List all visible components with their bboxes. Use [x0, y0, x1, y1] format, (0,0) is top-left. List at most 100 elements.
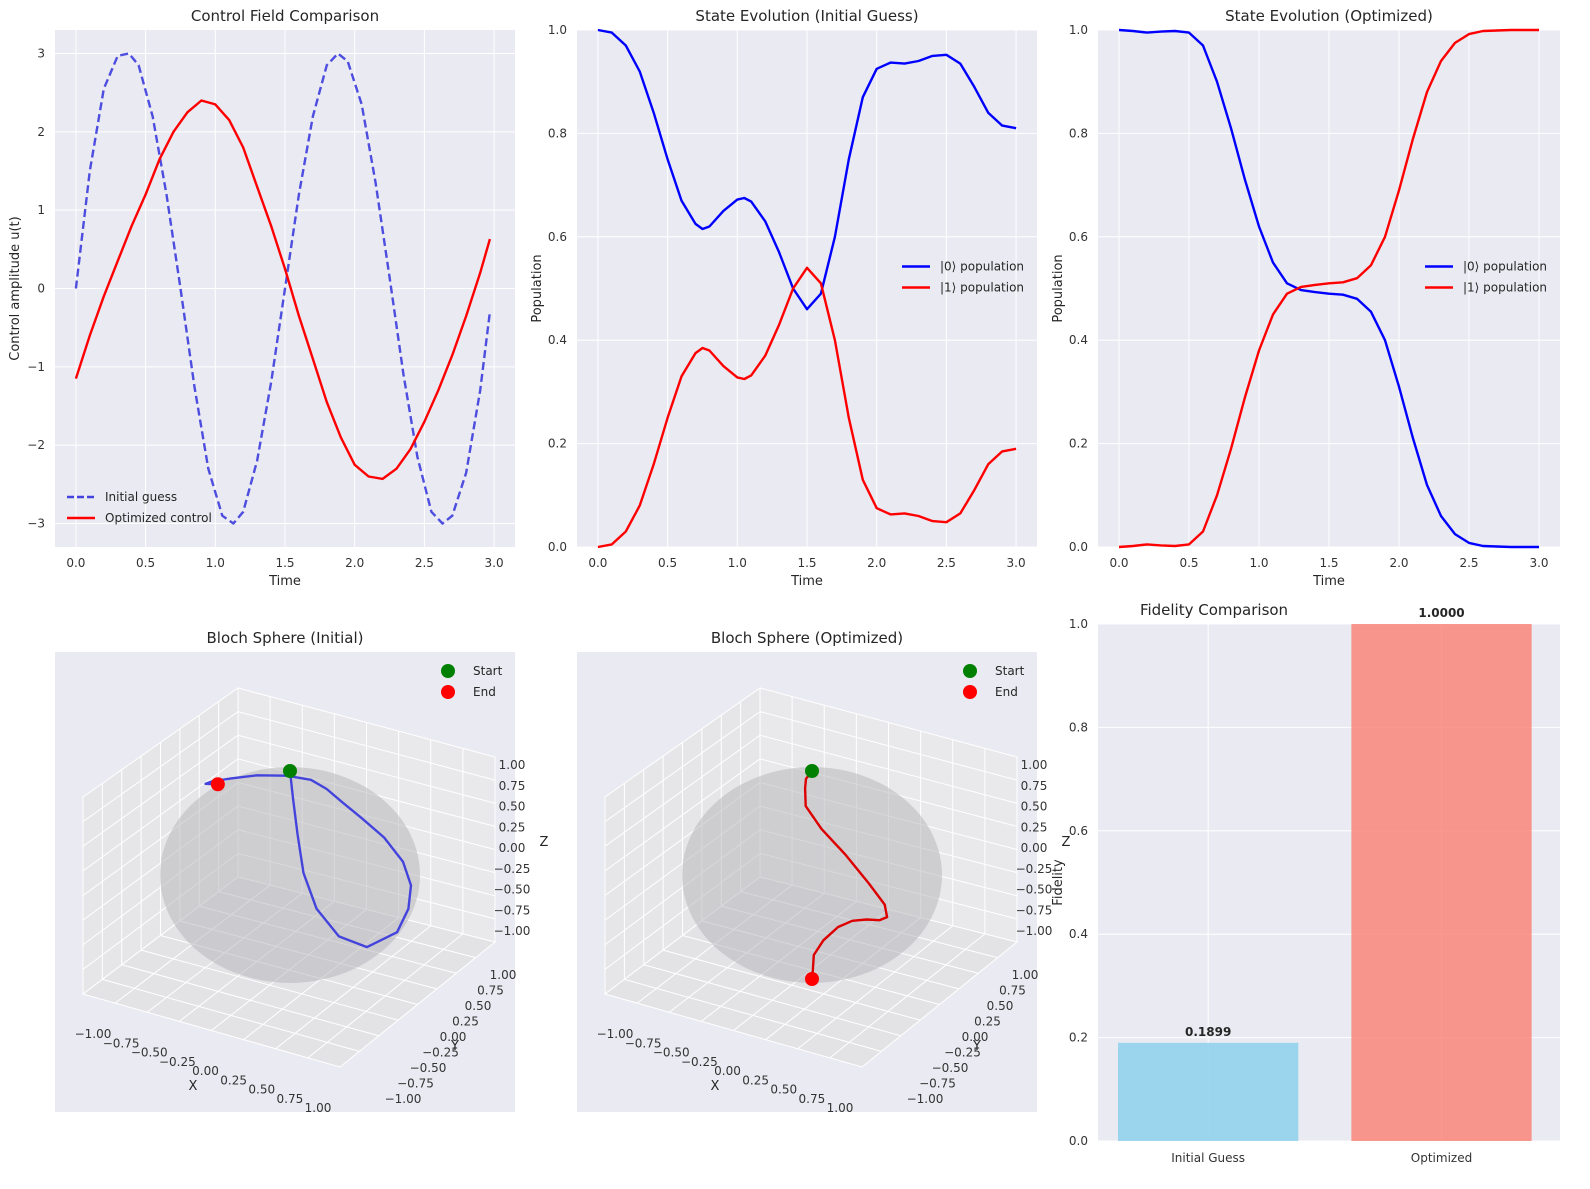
y-tick-label: 0.0: [548, 540, 567, 554]
legend-label-0: Start: [473, 664, 503, 678]
x-tick-label: 0.5: [136, 556, 155, 570]
fidelity-comparison-panel: 0.0 0.2 0.4 0.6 0.8 1.0 0.1899 Initial Guess 1.0…: [1051, 601, 1560, 1165]
x-tick-label: −0.50: [653, 1046, 690, 1060]
y-tick-label: −0.75: [919, 1077, 956, 1091]
chart-title: State Evolution (Initial Guess): [695, 7, 918, 25]
y-tick-label: 0.75: [477, 984, 504, 998]
z-tick-label: −0.25: [1016, 862, 1053, 876]
y-tick-label: −0.25: [944, 1046, 981, 1060]
legend-marker-1: [441, 685, 455, 699]
y-axis-label: Fidelity: [1051, 859, 1066, 906]
y-tick-label: 0.0: [1069, 540, 1088, 554]
pane-gridline: [797, 925, 954, 1050]
chart-title: Fidelity Comparison: [1140, 601, 1288, 619]
x-tick-label: −0.25: [681, 1055, 718, 1069]
x-tick-label: −1.00: [597, 1027, 634, 1041]
x-tick-label: 2.0: [1389, 556, 1408, 570]
y-tick-label: 1.00: [1012, 968, 1039, 982]
z-tick-label: 0.75: [499, 779, 526, 793]
pane-gridline: [829, 933, 986, 1059]
y-tick-label: 0.8: [1069, 720, 1088, 734]
y-axis-label: Population: [1051, 254, 1066, 322]
y-tick-label: 0.6: [1069, 230, 1088, 244]
x-axis-label: X: [189, 1079, 198, 1094]
x-tick-label: 0.0: [66, 556, 85, 570]
z-tick-label: 1.00: [499, 758, 526, 772]
chart-title: Bloch Sphere (Initial): [207, 629, 364, 647]
marker-end: [805, 972, 819, 986]
y-tick-label: 0.50: [987, 999, 1014, 1013]
legend: Start End: [963, 664, 1025, 699]
y-tick-label: 0.6: [548, 230, 567, 244]
y-tick-label: 0.75: [999, 984, 1026, 998]
y-tick-label: 1.0: [548, 23, 567, 37]
z-tick-label: 0.25: [1021, 820, 1048, 834]
z-tick-label: 0.00: [499, 841, 526, 855]
y-tick-label: −1.00: [385, 1092, 422, 1106]
y-tick-label: −0.50: [932, 1061, 969, 1075]
legend-label-0: Start: [995, 664, 1025, 678]
z-tick-label: 1.00: [1021, 758, 1048, 772]
x-axis-label: Time: [1312, 574, 1345, 589]
bar-value-label: 0.1899: [1185, 1025, 1231, 1039]
x-tick-label: 2.0: [345, 556, 364, 570]
y-tick-label: −0.50: [410, 1061, 447, 1075]
x-tick-label: 1.5: [1319, 556, 1338, 570]
z-tick-label: 0.50: [1021, 800, 1048, 814]
x-tick-label: −1.00: [75, 1027, 112, 1041]
z-tick-label: −0.75: [494, 903, 531, 917]
z-axis-label: Z: [540, 835, 549, 850]
y-tick-label: 0.6: [1069, 824, 1088, 838]
x-axis-label: Time: [268, 574, 301, 589]
y-tick-label: −1: [27, 360, 45, 374]
x-tick-label: Initial Guess: [1171, 1151, 1245, 1165]
state-evolution-initial-panel: 0.0 0.5 1.0 1.5 2.0 2.5 3.0 0.0 0.2 0.4 0.6 0.8 1.0 S…: [530, 7, 1037, 589]
z-tick-label: 0.75: [1021, 779, 1048, 793]
y-tick-label: 0.00: [962, 1030, 989, 1044]
x-tick-label: 0.00: [714, 1064, 741, 1078]
series-line-1: [74, 99, 492, 481]
y-tick-label: −0.75: [397, 1077, 434, 1091]
bar-value-label: 1.0000: [1418, 606, 1464, 620]
x-tick-label: 2.0: [867, 556, 886, 570]
z-tick-label: −0.75: [1016, 903, 1053, 917]
chart-title: Control Field Comparison: [191, 7, 379, 25]
y-tick-label: 0.4: [548, 333, 567, 347]
state-evolution-optimized-panel: 0.0 0.5 1.0 1.5 2.0 2.5 3.0 0.0 0.2 0.4 0.6 0.8 1.0 S…: [1051, 7, 1560, 589]
y-tick-label: 0.8: [1069, 126, 1088, 140]
z-tick-label: 0.25: [499, 820, 526, 834]
legend-label-0: Initial guess: [105, 490, 177, 504]
x-tick-label: 2.5: [415, 556, 434, 570]
x-tick-label: 0.00: [192, 1064, 219, 1078]
z-tick-label: 0.00: [1021, 841, 1048, 855]
bloch-trajectory: [803, 770, 889, 980]
bloch-sphere: [682, 767, 942, 983]
x-tick-label: 1.00: [305, 1101, 332, 1115]
y-tick-label: 0.50: [465, 999, 492, 1013]
y-axis-label: Control amplitude u(t): [8, 216, 23, 360]
legend-marker-0: [963, 664, 977, 678]
bloch-trajectory: [204, 770, 413, 949]
x-tick-label: −0.50: [131, 1046, 168, 1060]
y-tick-label: 0.8: [548, 126, 567, 140]
series-line-0: [1118, 28, 1539, 549]
y-tick-label: 0.2: [1069, 437, 1088, 451]
x-tick-label: 3.0: [485, 556, 504, 570]
chart-title: Bloch Sphere (Optimized): [711, 629, 903, 647]
y-tick-label: −1.00: [907, 1092, 944, 1106]
chart-title: State Evolution (Optimized): [1225, 7, 1433, 25]
y-tick-label: 0.25: [452, 1015, 479, 1029]
y-tick-label: −0.25: [422, 1046, 459, 1060]
y-tick-label: 0: [37, 282, 45, 296]
y-axis-label: Population: [530, 254, 545, 322]
marker-start: [805, 764, 819, 778]
x-tick-label: 0.25: [742, 1073, 769, 1087]
x-tick-label: 1.00: [827, 1101, 854, 1115]
bloch-sphere-initial-panel: −1.00−1.00−1.00−0.75−0.75−0.75−0.50−0.50…: [55, 629, 549, 1115]
legend-label-1: Optimized control: [105, 511, 212, 525]
z-tick-label: 0.50: [499, 800, 526, 814]
y-tick-label: 3: [37, 47, 45, 61]
x-tick-label: 0.50: [248, 1083, 275, 1097]
x-tick-label: 0.0: [1109, 556, 1128, 570]
marker-end: [210, 777, 225, 792]
